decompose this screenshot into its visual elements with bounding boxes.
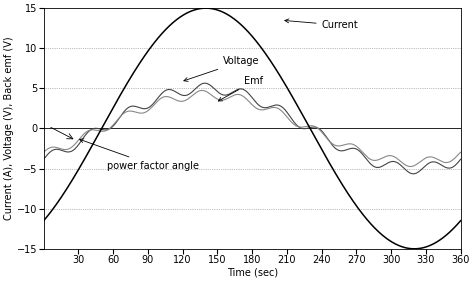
Text: power factor angle: power factor angle — [80, 139, 200, 171]
Text: Current: Current — [285, 19, 358, 30]
Y-axis label: Current (A), Voltage (V), Back emf (V): Current (A), Voltage (V), Back emf (V) — [4, 37, 14, 220]
X-axis label: Time (sec): Time (sec) — [227, 268, 278, 278]
Text: Voltage: Voltage — [184, 56, 260, 81]
Text: Emf: Emf — [219, 76, 263, 101]
